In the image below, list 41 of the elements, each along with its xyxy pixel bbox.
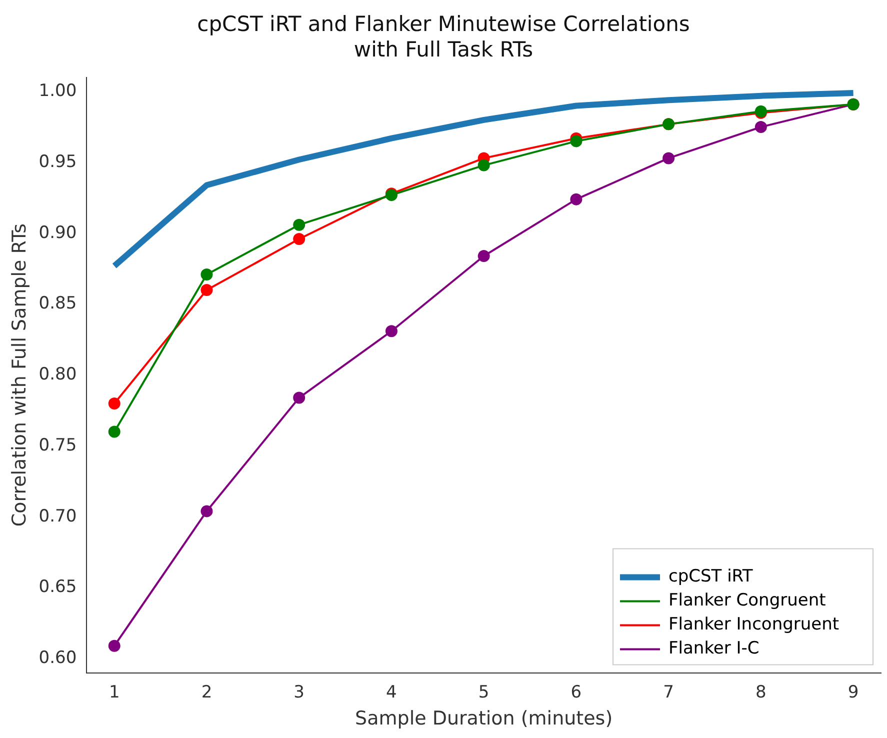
y-tick-label: 0.60	[38, 648, 77, 668]
point	[200, 505, 213, 518]
y-tick-label: 0.90	[38, 222, 77, 243]
point	[293, 218, 306, 231]
y-tick-label: 0.85	[38, 294, 77, 314]
point	[662, 152, 675, 164]
chart-title: cpCST iRT and Flanker Minutewise Correlations with Full Task RTs	[197, 12, 690, 62]
point	[478, 250, 490, 262]
x-tick-label: 9	[848, 682, 859, 702]
x-tick-label: 7	[663, 682, 674, 702]
point	[293, 392, 306, 404]
point	[108, 426, 120, 438]
x-tick-label: 6	[570, 682, 582, 702]
y-axis-title: Correlation with Full Sample RTs	[8, 224, 30, 527]
x-tick-label: 2	[201, 682, 212, 702]
legend-label: Flanker Incongruent	[668, 614, 840, 635]
y-tick-label: 0.75	[38, 435, 77, 456]
x-tick-label: 3	[294, 682, 305, 702]
point	[570, 193, 582, 206]
legend-label: Flanker Congruent	[668, 590, 826, 611]
x-tick-label: 4	[386, 682, 397, 702]
y-tick-label: 0.95	[38, 152, 77, 172]
legend-label: Flanker I-C	[668, 638, 760, 659]
point	[754, 121, 767, 134]
point	[200, 284, 213, 296]
point	[293, 233, 306, 246]
x-tick-label: 1	[108, 682, 120, 702]
point	[200, 268, 213, 280]
y-tick-label: 0.70	[38, 506, 77, 526]
x-axis-title: Sample Duration (minutes)	[355, 708, 613, 730]
x-tick-label: 8	[756, 682, 766, 702]
y-tick-label: 0.65	[38, 577, 77, 598]
point	[478, 159, 490, 172]
legend-label: cpCST iRT	[668, 566, 754, 587]
x-tick-label: 5	[478, 682, 490, 702]
point	[570, 135, 582, 148]
point	[108, 397, 120, 410]
y-tick-label: 0.80	[38, 364, 77, 385]
point	[108, 640, 120, 652]
y-tick-label: 1.00	[38, 81, 77, 101]
point	[385, 325, 398, 338]
